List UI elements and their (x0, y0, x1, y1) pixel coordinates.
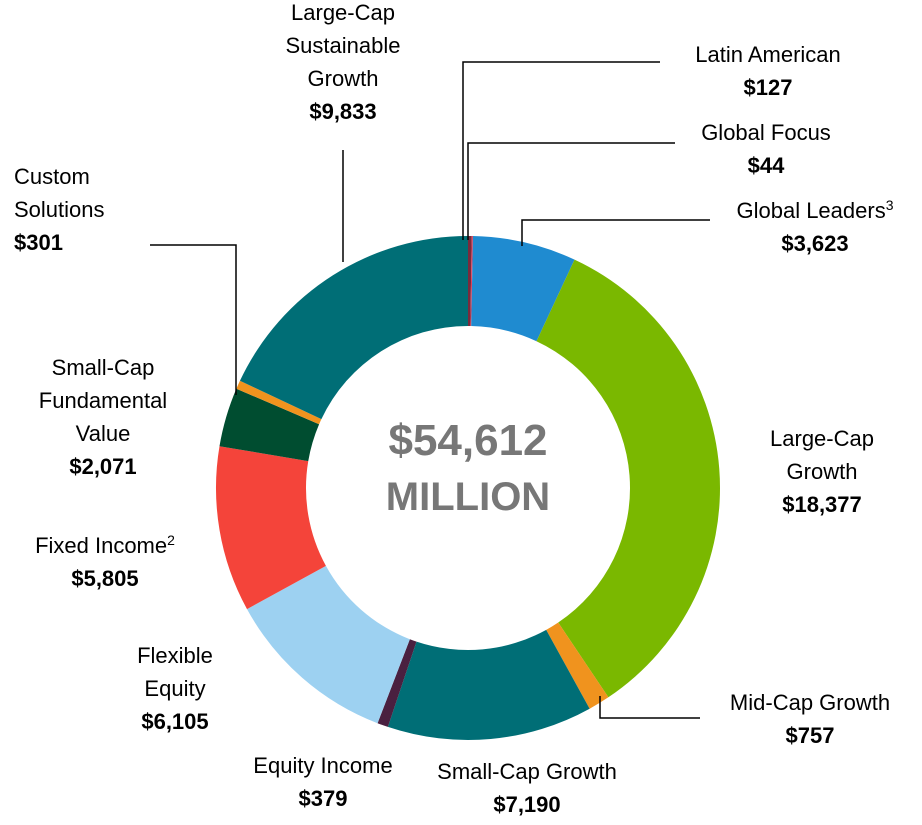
donut-slice (236, 380, 322, 425)
value-label: $3,623 (781, 231, 848, 256)
value-label: $6,105 (141, 709, 208, 734)
slice-label-text: Fundamental (39, 388, 167, 413)
value-label: $44 (748, 153, 785, 178)
value-label: $2,071 (69, 454, 136, 479)
slice-label: Flexible (137, 643, 213, 668)
slice-label: Mid-Cap Growth (730, 690, 890, 715)
slice-label: Equity Income (253, 753, 392, 778)
slice-label: Growth (787, 459, 858, 484)
donut-slice (377, 639, 417, 727)
total-label: $54,612 (388, 416, 547, 465)
slice-label-text: Small-Cap Growth (437, 759, 617, 784)
slice-label: Value (76, 421, 131, 446)
slice-label-text: Large-Cap (770, 426, 874, 451)
value-label: $7,190 (493, 792, 560, 817)
slice-label-text: Solutions (14, 197, 105, 222)
slice-label: Solutions (14, 197, 105, 222)
footnote-mark: 3 (886, 197, 894, 213)
slice-label: Global Focus (701, 120, 831, 145)
value-label: $5,805 (71, 566, 138, 591)
leader-line (462, 61, 660, 240)
slice-label: Equity (144, 676, 205, 701)
slice-label-text: Latin American (695, 42, 841, 67)
donut-slice (247, 565, 410, 724)
slice-label-text: Large-Cap (291, 0, 395, 25)
slice-label: Small-Cap (52, 355, 155, 380)
donut-slice (536, 259, 721, 698)
slice-label: Global Leaders3 (736, 197, 893, 223)
slice-label: Growth (308, 66, 379, 91)
slice-label-text: Global Focus (701, 120, 831, 145)
leader-line (467, 142, 675, 240)
leader-line (150, 244, 237, 395)
slice-label: Latin American (695, 42, 841, 67)
slice-label-text: Global Leaders (736, 198, 885, 223)
value-label: $9,833 (309, 99, 376, 124)
donut-slice (387, 629, 590, 740)
donut-slice (216, 446, 326, 610)
value-label: $127 (744, 75, 793, 100)
slice-label-text: Mid-Cap Growth (730, 690, 890, 715)
footnote-mark: 2 (167, 532, 175, 548)
leader-line (521, 219, 710, 246)
donut-slice (470, 236, 473, 327)
slice-label: Large-Cap (770, 426, 874, 451)
slice-label-text: Growth (308, 66, 379, 91)
slice-label-text: Small-Cap (52, 355, 155, 380)
slice-label-text: Custom (14, 164, 90, 189)
value-label: $301 (14, 230, 63, 255)
value-label: $757 (786, 723, 835, 748)
value-label: $18,377 (782, 492, 862, 517)
leader-line (599, 696, 700, 719)
donut-slice (471, 236, 575, 342)
slice-label: Sustainable (286, 33, 401, 58)
slice-label-text: Growth (787, 459, 858, 484)
slice-label: Custom (14, 164, 90, 189)
slice-label-text: Equity Income (253, 753, 392, 778)
donut-slice (239, 236, 468, 420)
slice-label-text: Value (76, 421, 131, 446)
slice-label-text: Flexible (137, 643, 213, 668)
value-label: $379 (299, 786, 348, 811)
slice-label-text: Fixed Income (35, 533, 167, 558)
donut-slice (546, 622, 609, 709)
slice-label-text: Sustainable (286, 33, 401, 58)
slice-label-text: Equity (144, 676, 205, 701)
donut-slice (468, 236, 472, 327)
slice-label: Large-Cap (291, 0, 395, 25)
slice-label: Fixed Income2 (35, 532, 175, 558)
total-unit: MILLION (386, 475, 550, 519)
slice-label: Fundamental (39, 388, 167, 413)
donut-slice (219, 388, 320, 462)
slice-label: Small-Cap Growth (437, 759, 617, 784)
